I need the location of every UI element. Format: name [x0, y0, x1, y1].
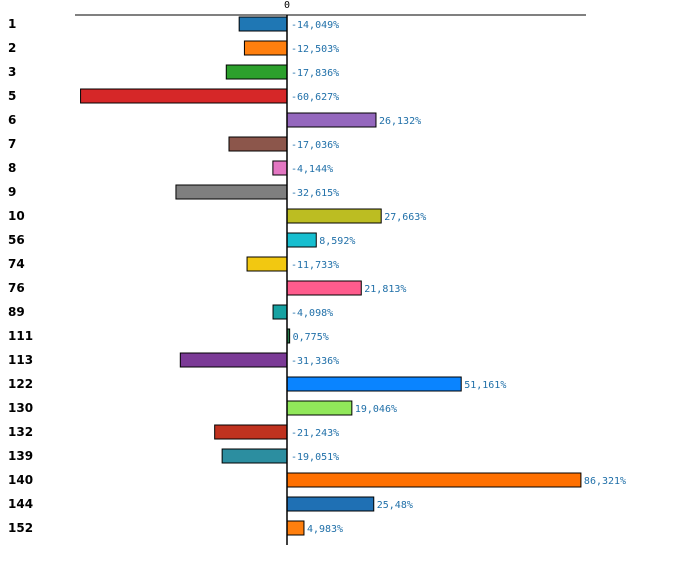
value-label-8: -4,144%: [291, 164, 333, 175]
category-label-89: 89: [8, 305, 25, 319]
value-label-111: 0,775%: [293, 332, 329, 343]
value-label-113: -31,336%: [291, 356, 339, 367]
bar-56: [286, 232, 317, 248]
bar-10: [286, 208, 382, 224]
category-label-3: 3: [8, 65, 16, 79]
bar-89: [272, 304, 288, 320]
category-label-113: 113: [8, 353, 33, 367]
bar-144: [286, 496, 375, 512]
category-label-76: 76: [8, 281, 25, 295]
value-label-74: -11,733%: [291, 260, 339, 271]
bar-7: [228, 136, 288, 152]
bar-122: [286, 376, 462, 392]
value-label-56: 8,592%: [319, 236, 355, 247]
value-label-76: 21,813%: [364, 284, 406, 295]
category-label-7: 7: [8, 137, 16, 151]
value-label-2: -12,503%: [291, 44, 339, 55]
category-label-144: 144: [8, 497, 33, 511]
value-label-144: 25,48%: [377, 500, 413, 511]
value-label-152: 4,983%: [307, 524, 343, 535]
labels-layer: 1 -14,049% 2 -12,503% 3 -17,836% 5 -60,627% 6 26,…: [8, 17, 626, 535]
bar-132: [214, 424, 288, 440]
value-label-5: -60,627%: [291, 92, 339, 103]
category-label-56: 56: [8, 233, 25, 247]
bar-5: [80, 88, 288, 104]
value-label-140: 86,321%: [584, 476, 626, 487]
value-label-130: 19,046%: [355, 404, 397, 415]
category-label-139: 139: [8, 449, 33, 463]
bar-113: [179, 352, 288, 368]
category-label-6: 6: [8, 113, 16, 127]
value-label-132: -21,243%: [291, 428, 339, 439]
bar-152: [286, 520, 305, 536]
bar-1: [238, 16, 288, 32]
category-label-130: 130: [8, 401, 33, 415]
category-label-10: 10: [8, 209, 25, 223]
category-label-111: 111: [8, 329, 33, 343]
value-label-1: -14,049%: [291, 20, 339, 31]
value-label-89: -4,098%: [291, 308, 333, 319]
category-label-140: 140: [8, 473, 33, 487]
value-label-139: -19,051%: [291, 452, 339, 463]
category-label-132: 132: [8, 425, 33, 439]
value-label-7: -17,036%: [291, 140, 339, 151]
category-label-74: 74: [8, 257, 25, 271]
value-label-122: 51,161%: [464, 380, 506, 391]
value-label-10: 27,663%: [384, 212, 426, 223]
bar-2: [243, 40, 288, 56]
bar-3: [225, 64, 288, 80]
bar-76: [286, 280, 362, 296]
category-label-2: 2: [8, 41, 16, 55]
bar-139: [221, 448, 288, 464]
bar-140: [286, 472, 582, 488]
category-label-5: 5: [8, 89, 16, 103]
value-label-6: 26,132%: [379, 116, 421, 127]
bars-layer: [80, 16, 582, 536]
value-label-3: -17,836%: [291, 68, 339, 79]
category-label-1: 1: [8, 17, 16, 31]
category-label-8: 8: [8, 161, 16, 175]
bar-130: [286, 400, 353, 416]
bar-74: [246, 256, 288, 272]
value-label-9: -32,615%: [291, 188, 339, 199]
category-label-9: 9: [8, 185, 16, 199]
zero-tick-label: 0: [284, 0, 290, 11]
bar-6: [286, 112, 377, 128]
category-label-122: 122: [8, 377, 33, 391]
bar-8: [272, 160, 288, 176]
bar-9: [175, 184, 288, 200]
category-label-152: 152: [8, 521, 33, 535]
